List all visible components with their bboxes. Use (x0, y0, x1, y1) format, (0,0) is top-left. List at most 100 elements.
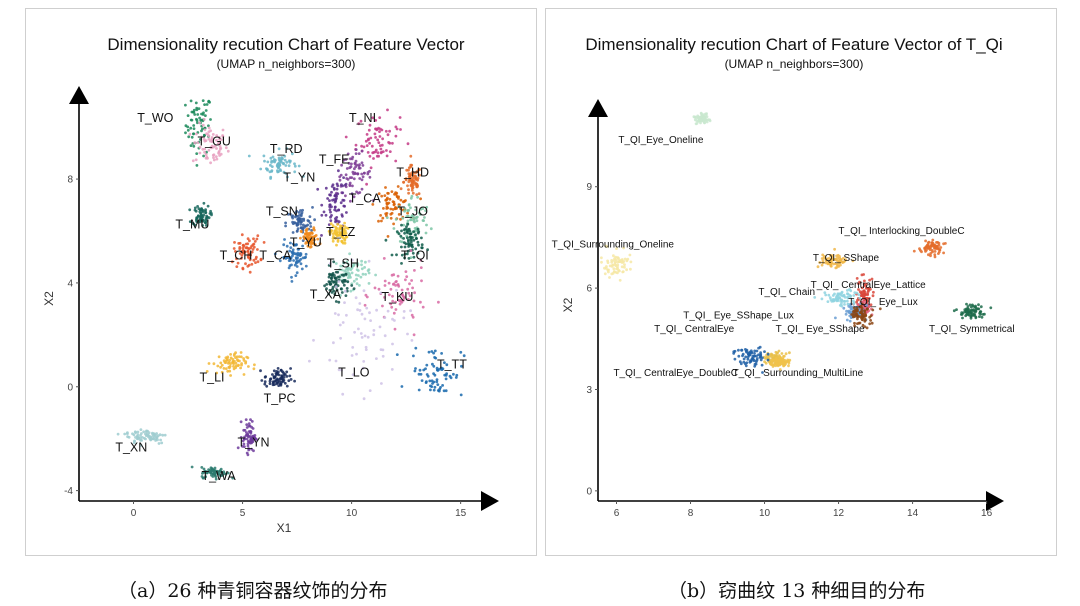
a-point-t-pc (263, 375, 267, 379)
a-point-t-lz (331, 224, 335, 228)
b-point-t-qi-symmetrical (989, 306, 993, 310)
a-point-t-ca (382, 207, 385, 210)
a-point-t-lo (353, 330, 356, 334)
a-point-t-sh (363, 266, 366, 269)
a-point-t-mu (200, 218, 204, 222)
a-point-t-qi (402, 228, 406, 232)
a-point-t-qi (417, 243, 420, 247)
a-point-t-mu (188, 208, 192, 212)
a-point-t-mu (200, 207, 203, 210)
a-point-t-lo (312, 338, 315, 342)
a-point-t-li (240, 362, 244, 365)
a-point-t-lo (395, 288, 398, 292)
b-point-t-qi-eye-oneline (699, 121, 702, 125)
a-cluster-label: T_WA (201, 469, 236, 483)
b-point-t-qi-surrounding-oneline (600, 256, 603, 260)
a-point-t-mu (209, 209, 213, 213)
a-point-t-xn (126, 431, 129, 434)
b-point-t-qi-centraleye-doublec (750, 351, 753, 355)
b-point-t-qi-sshape (837, 261, 840, 265)
a-point-t-hd (411, 191, 415, 195)
a-point-t-lz (343, 225, 347, 228)
a-point-t-xn (159, 438, 163, 442)
a-point-t-lz (338, 230, 342, 234)
a-point-t-mu (204, 208, 208, 212)
a-point-t-yu (316, 237, 320, 241)
a-point-t-rd (262, 154, 266, 158)
a-point-t-li (223, 361, 227, 364)
b-point-t-qi-eye-sshape (864, 314, 868, 318)
a-point-t-qi (408, 232, 412, 236)
b-point-t-qi-eye-sshape-lux (845, 318, 849, 322)
a-point-t-ch (246, 264, 250, 268)
b-cluster-label: T_QI_ CentralEye_DoubleC (613, 368, 738, 379)
b-point-t-qi-interlocking-doublec (926, 241, 930, 245)
b-point-t-qi-chain (820, 297, 824, 301)
a-point-t-sn (296, 223, 299, 227)
a-point-t-wa (200, 466, 204, 469)
a-point-t-wo (192, 124, 196, 127)
b-point-t-qi-interlocking-doublec (938, 248, 941, 252)
b-point-t-qi-centraleye-lattice (855, 277, 859, 280)
a-point-t-yn (330, 185, 334, 188)
a-point-t-fe (338, 175, 342, 179)
a-point-t-mu (204, 211, 208, 215)
a-point-t-pc (281, 380, 285, 383)
a-point-t-xn (116, 432, 120, 436)
a-point-t-ku (395, 280, 398, 283)
a-point-t-rd (282, 162, 285, 166)
a-point-t-sh (346, 276, 350, 280)
a-point-t-lo (339, 336, 342, 340)
a-point-t-ku (411, 315, 415, 319)
b-point-t-qi-centraleye-doublec (733, 357, 737, 361)
a-point-t-ch (244, 242, 248, 246)
a-point-t-lo (409, 309, 412, 313)
a-point-t-xn (155, 435, 159, 439)
b-point-t-qi-eye-oneline (702, 116, 706, 120)
b-point-t-qi-centraleye-lattice (866, 299, 869, 303)
b-point-t-qi-sshape (821, 261, 825, 264)
a-point-t-lo (350, 258, 354, 262)
b-point-t-qi-surrounding-oneline (610, 272, 614, 276)
a-point-t-qi (405, 225, 408, 229)
a-point-t-ch (242, 249, 245, 252)
a-point-t-gu (206, 133, 210, 136)
b-point-t-qi-interlocking-doublec (944, 242, 947, 245)
a-point-t-sh (345, 260, 349, 264)
a-point-t-qi (416, 227, 420, 231)
a-point-t-tt (424, 381, 428, 384)
a-point-t-yn (339, 201, 343, 205)
a-point-t-gu (221, 134, 225, 137)
b-point-t-qi-surrounding-oneline (613, 270, 617, 274)
a-point-t-xn (146, 435, 150, 438)
a-point-t-yn2 (246, 453, 250, 457)
a-point-t-ni (377, 141, 381, 145)
a-point-t-ch (246, 249, 250, 253)
a-point-t-sn (299, 209, 302, 212)
a-point-t-wa (209, 466, 213, 470)
a-point-t-tt (417, 372, 421, 376)
a-point-t-ca (392, 200, 396, 204)
a-point-t-ch (238, 247, 242, 251)
a-point-t-mu (191, 221, 195, 225)
b-point-t-qi-eye-sshape (851, 315, 855, 319)
b-point-t-qi-symmetrical (971, 304, 975, 308)
a-point-t-yn2 (236, 446, 240, 450)
b-point-t-qi-surrounding-multiline (779, 357, 783, 360)
a-point-t-rd (271, 155, 275, 159)
a-point-t-yn (322, 210, 326, 214)
a-y-tick-label: 4 (67, 278, 73, 289)
a-point-t-yn2 (242, 437, 246, 440)
b-point-t-qi-surrounding-multiline (775, 360, 778, 363)
a-point-t-pc (276, 367, 280, 370)
a-point-t-qi (409, 235, 413, 239)
a-point-t-ch (244, 262, 247, 266)
b-point-t-qi-centraleye-doublec (742, 357, 746, 361)
a-y-axis-label: X2 (42, 291, 56, 306)
a-point-t-li (215, 371, 219, 375)
a-point-t-ku (392, 282, 396, 286)
a-point-t-jo (400, 240, 404, 244)
b-point-t-qi-surrounding-oneline (603, 266, 606, 270)
a-point-t-xn (158, 433, 162, 437)
a-point-t-rd (277, 156, 281, 160)
